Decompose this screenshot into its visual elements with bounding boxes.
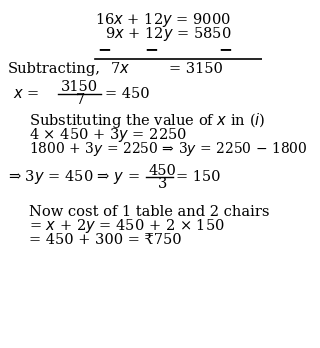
Text: = 450 + 300 = ₹750: = 450 + 300 = ₹750 [29,234,181,247]
Text: 1800 + 3$y$ = 2250 ⇒ 3$y$ = 2250 − 1800: 1800 + 3$y$ = 2250 ⇒ 3$y$ = 2250 − 1800 [29,140,307,158]
Text: ⇒ 3$y$ = 450 ⇒ $y$ =: ⇒ 3$y$ = 450 ⇒ $y$ = [8,168,140,187]
Text: Subtracting,: Subtracting, [8,62,101,76]
Text: Substituting the value of $x$ in ($i$): Substituting the value of $x$ in ($i$) [29,111,265,130]
Text: 450: 450 [148,164,176,177]
Text: 7: 7 [76,93,85,108]
Text: 16$x$ + 12$y$ = 9000: 16$x$ + 12$y$ = 9000 [95,11,231,29]
Text: −: − [144,41,158,58]
Text: −: − [97,41,111,58]
Text: = 150: = 150 [176,171,220,184]
Text: $x$ =: $x$ = [13,87,39,101]
Text: = $x$ + 2$y$ = 450 + 2 × 150: = $x$ + 2$y$ = 450 + 2 × 150 [29,217,225,235]
Text: 9$x$ + 12$y$ = 5850: 9$x$ + 12$y$ = 5850 [105,25,232,42]
Text: 7$x$: 7$x$ [110,61,130,76]
Text: = 450: = 450 [105,87,150,101]
Text: 3150: 3150 [61,80,98,94]
Text: −: − [218,41,232,58]
Text: Now cost of 1 table and 2 chairs: Now cost of 1 table and 2 chairs [29,205,269,219]
Text: 3: 3 [157,177,167,191]
Text: = 3150: = 3150 [169,62,222,76]
Text: 4 × 450 + 3$y$ = 2250: 4 × 450 + 3$y$ = 2250 [29,126,187,144]
